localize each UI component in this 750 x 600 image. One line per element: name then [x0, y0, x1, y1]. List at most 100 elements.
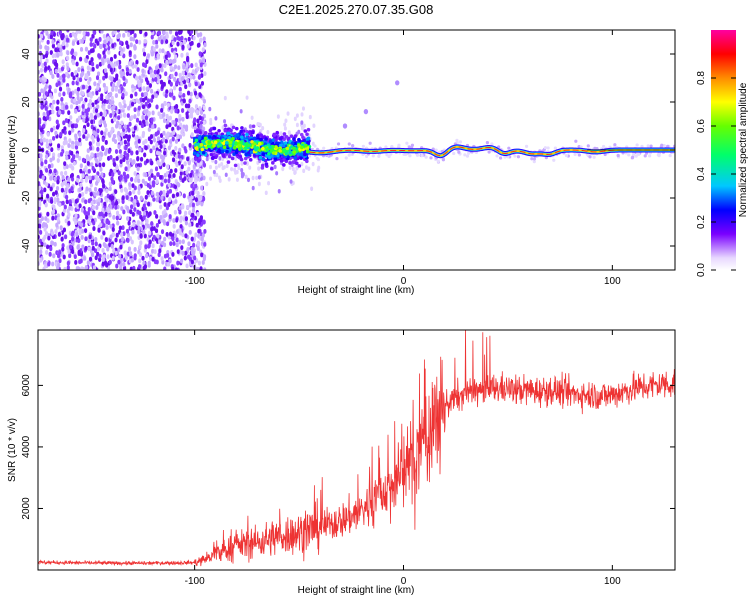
- noise-dot: [169, 65, 173, 71]
- noise-dot: [283, 122, 287, 127]
- noise-dot: [90, 57, 94, 62]
- noise-dot: [86, 31, 90, 37]
- noise-dot: [160, 67, 164, 73]
- noise-dot: [134, 140, 138, 145]
- noise-dot: [107, 149, 111, 154]
- tone-halo-dot: [458, 140, 463, 144]
- noise-dot: [85, 186, 89, 192]
- noise-dot: [98, 37, 102, 42]
- noise-dot: [150, 117, 154, 123]
- noise-dot: [293, 170, 297, 175]
- noise-dot: [111, 110, 115, 116]
- noise-dot: [212, 169, 216, 175]
- noise-dot: [127, 220, 131, 226]
- noise-dot: [70, 176, 75, 182]
- noise-dot: [58, 110, 62, 115]
- noise-dot: [55, 222, 59, 228]
- noise-dot: [94, 99, 98, 105]
- noise-dot: [137, 138, 141, 144]
- noise-dot: [130, 257, 135, 263]
- noise-dot: [71, 198, 75, 204]
- noise-dot: [100, 234, 104, 240]
- noise-dot: [86, 65, 90, 71]
- tone-halo-dot: [657, 154, 661, 158]
- signal-dot: [259, 137, 263, 142]
- tone-halo-dot: [384, 145, 388, 149]
- tone-halo-dot: [455, 138, 459, 142]
- noise-dot: [244, 174, 248, 180]
- noise-dot: [162, 118, 167, 124]
- noise-dot: [203, 241, 207, 247]
- noise-dot: [171, 40, 175, 46]
- noise-dot: [191, 212, 195, 218]
- noise-dot: [125, 206, 130, 211]
- noise-dot: [93, 115, 97, 120]
- noise-dot: [277, 189, 281, 194]
- noise-dot: [200, 185, 204, 191]
- tone-halo-dot: [543, 146, 547, 150]
- signal-dot: [257, 142, 262, 146]
- noise-dot: [126, 173, 130, 179]
- noise-dot: [80, 207, 85, 213]
- noise-dot: [131, 30, 135, 34]
- noise-dot: [165, 59, 169, 65]
- noise-dot: [191, 157, 195, 163]
- noise-dot: [289, 179, 293, 184]
- noise-dot: [194, 104, 199, 109]
- noise-dot: [123, 150, 127, 156]
- noise-dot: [164, 71, 168, 77]
- noise-dot: [85, 214, 89, 220]
- noise-dot: [136, 174, 140, 180]
- noise-dot: [47, 261, 51, 267]
- noise-dot: [77, 67, 81, 72]
- noise-dot: [182, 79, 187, 85]
- noise-dot: [178, 113, 182, 119]
- noise-dot: [156, 172, 160, 177]
- noise-dot: [81, 157, 86, 163]
- noise-dot: [167, 145, 172, 151]
- signal-dot: [213, 140, 218, 145]
- noise-dot: [239, 109, 243, 114]
- signal-dot: [306, 140, 310, 145]
- noise-dot: [44, 154, 49, 159]
- noise-dot: [88, 85, 92, 91]
- noise-dot: [139, 234, 143, 239]
- tone-halo-dot: [627, 153, 631, 157]
- noise-dot: [109, 67, 113, 73]
- noise-dot: [195, 109, 200, 115]
- noise-dot: [137, 82, 141, 88]
- tone-halo-dot: [308, 154, 312, 158]
- noise-dot: [78, 137, 82, 143]
- noise-dot: [110, 106, 114, 111]
- noise-dot: [163, 236, 167, 242]
- noise-dot: [235, 177, 239, 183]
- noise-dot: [39, 249, 43, 255]
- noise-dot: [54, 68, 58, 74]
- noise-dot: [128, 236, 133, 241]
- noise-dot: [71, 127, 75, 133]
- noise-dot: [86, 210, 90, 216]
- noise-dot: [93, 153, 98, 158]
- noise-dot: [133, 253, 137, 259]
- noise-dot: [203, 228, 207, 234]
- signal-dot: [201, 150, 206, 155]
- noise-dot: [118, 46, 123, 51]
- noise-dot: [38, 44, 43, 50]
- noise-dot: [115, 200, 119, 206]
- tone-halo-dot: [351, 143, 355, 148]
- noise-dot: [125, 228, 130, 234]
- noise-dot: [310, 186, 314, 191]
- noise-dot: [107, 104, 111, 110]
- noise-dot: [162, 137, 166, 143]
- tone-halo-dot: [546, 146, 550, 150]
- noise-dot: [146, 223, 150, 229]
- noise-dot: [148, 83, 153, 88]
- noise-dot: [117, 170, 121, 176]
- noise-dot: [133, 107, 137, 113]
- tone-halo-dot: [463, 153, 467, 157]
- noise-dot: [174, 145, 178, 151]
- tone-halo-dot: [347, 142, 351, 146]
- noise-dot: [45, 250, 49, 255]
- noise-dot: [177, 30, 182, 36]
